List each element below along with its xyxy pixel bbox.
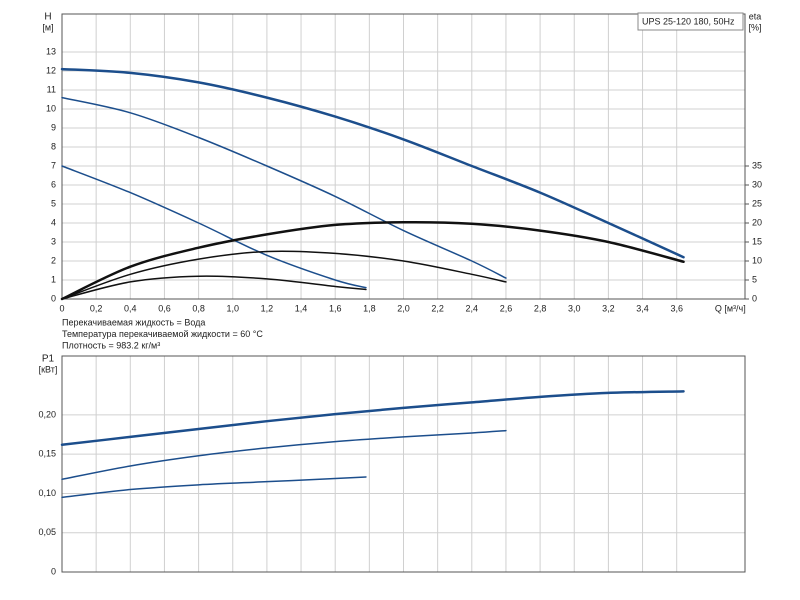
y2-tick-label: 5 — [752, 274, 757, 284]
x-tick-label: 1,2 — [261, 303, 274, 313]
y-tick-label: 8 — [51, 141, 56, 151]
x-tick-label: 0,8 — [192, 303, 205, 313]
y2-axis-unit: [%] — [748, 22, 761, 32]
y2-tick-label: 20 — [752, 217, 762, 227]
curve — [61, 250, 507, 300]
y2-tick-label: 35 — [752, 160, 762, 170]
y-axis-unit: [м] — [42, 22, 53, 32]
x-tick-label: 0,4 — [124, 303, 137, 313]
y-tick-label: 0 — [51, 566, 56, 576]
curve — [61, 275, 367, 300]
plot-frame — [61, 355, 746, 573]
curve — [60, 220, 685, 301]
y-axis-label: H — [44, 12, 51, 23]
y-tick-label: 0,05 — [38, 527, 56, 537]
y2-tick-label: 30 — [752, 179, 762, 189]
x-tick-label: 0,6 — [158, 303, 171, 313]
y-tick-label: 13 — [46, 46, 56, 56]
annotation: Плотность = 983.2 кг/м³ — [62, 340, 160, 350]
x-tick-label: 3,4 — [636, 303, 649, 313]
curve — [60, 67, 685, 259]
x-tick-label: 0 — [59, 303, 64, 313]
curve — [61, 429, 507, 481]
x-axis-label: Q [м³/ч] — [715, 303, 746, 313]
curve — [61, 96, 507, 279]
y-tick-label: 5 — [51, 198, 56, 208]
chart-title: UPS 25-120 180, 50Hz — [642, 16, 735, 26]
x-tick-label: 1,0 — [226, 303, 239, 313]
x-tick-label: 0,2 — [90, 303, 103, 313]
y-tick-label: 12 — [46, 65, 56, 75]
x-tick-label: 3,0 — [568, 303, 581, 313]
y-tick-label: 0,10 — [38, 488, 56, 498]
y-tick-label: 6 — [51, 179, 56, 189]
curve — [61, 165, 367, 289]
y-tick-label: 11 — [47, 84, 56, 94]
x-tick-label: 1,6 — [329, 303, 342, 313]
y-tick-label: 0,15 — [38, 449, 56, 459]
plots: 0 0,2 0,4 0,6 0,8 1,0 1,2 1,4 1,6 1,8 2,0 2,2 2,4 2,6… — [38, 11, 762, 576]
annotation: Температура перекачиваемой жидкости = 60… — [62, 329, 263, 339]
annotation: Перекачиваемая жидкость = Вода — [62, 317, 205, 327]
y-tick-label: 0 — [51, 293, 56, 303]
x-tick-label: 2,6 — [500, 303, 513, 313]
y2-tick-label: 25 — [752, 198, 762, 208]
y-tick-label: 4 — [51, 217, 56, 227]
y2-tick-label: 10 — [752, 255, 762, 265]
y2-tick-label: 0 — [752, 293, 757, 303]
curve — [61, 476, 367, 499]
x-tick-label: 2,8 — [534, 303, 547, 313]
x-tick-label: 1,4 — [295, 303, 308, 313]
y-tick-label: 7 — [51, 160, 56, 170]
y-axis-unit: [кВт] — [39, 364, 58, 374]
x-tick-label: 2,0 — [397, 303, 410, 313]
x-tick-label: 2,2 — [431, 303, 444, 313]
y-tick-label: 3 — [51, 236, 56, 246]
title-box — [637, 12, 744, 31]
y-tick-label: 1 — [51, 274, 56, 284]
y-tick-label: 10 — [46, 103, 56, 113]
y2-tick-label: 15 — [752, 236, 762, 246]
y-axis-label: P1 — [42, 354, 55, 365]
x-tick-label: 1,8 — [363, 303, 376, 313]
plot-frame — [61, 13, 746, 300]
x-tick-label: 3,2 — [602, 303, 615, 313]
y-tick-label: 2 — [51, 255, 56, 265]
y2-axis-label: eta — [749, 11, 762, 21]
x-tick-label: 2,4 — [466, 303, 479, 313]
x-tick-label: 3,6 — [670, 303, 683, 313]
y-tick-label: 0,20 — [38, 409, 56, 419]
curve — [60, 390, 685, 447]
y-tick-label: 9 — [51, 122, 56, 132]
